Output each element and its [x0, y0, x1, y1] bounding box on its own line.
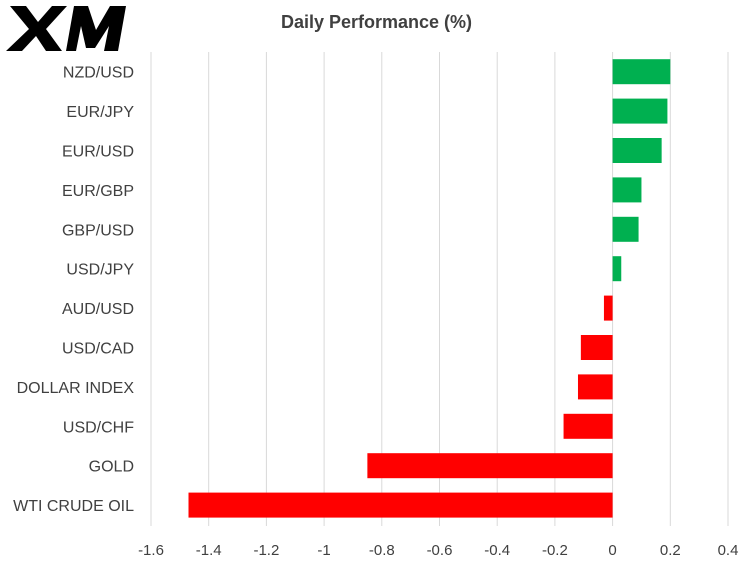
category-label-9: USD/CHF	[63, 419, 134, 436]
chart-title: Daily Performance (%)	[280, 12, 473, 32]
category-label-10: GOLD	[89, 459, 134, 476]
x-tick-label-5: -0.6	[427, 542, 453, 559]
category-label-8: DOLLAR INDEX	[17, 380, 135, 397]
bar-7	[580, 335, 613, 360]
xm-logo	[6, 6, 126, 51]
bar-2	[612, 138, 662, 163]
category-label-6: AUD/USD	[62, 301, 134, 318]
category-label-1: EUR/JPY	[66, 104, 134, 121]
bar-11	[188, 492, 613, 518]
x-tick-label-7: -0.2	[542, 542, 568, 559]
x-tick-label-1: -1.4	[196, 542, 222, 559]
bar-6	[603, 295, 613, 321]
x-tick-label-10: 0.4	[718, 542, 739, 559]
x-tick-label-9: 0.2	[660, 542, 681, 559]
category-label-7: USD/CAD	[62, 341, 134, 358]
bar-5	[612, 256, 622, 282]
x-tick-label-0: -1.6	[138, 542, 164, 559]
x-tick-label-4: -0.8	[369, 542, 395, 559]
bar-4	[612, 216, 639, 242]
bar-9	[563, 413, 613, 439]
x-tick-label-6: -0.4	[484, 542, 510, 559]
x-tick-label-2: -1.2	[253, 542, 279, 559]
bar-0	[612, 59, 671, 85]
category-label-3: EUR/GBP	[62, 183, 134, 200]
x-tick-label-8: 0	[608, 542, 616, 559]
bar-1	[612, 98, 668, 124]
category-label-5: USD/JPY	[66, 262, 134, 279]
category-label-0: NZD/USD	[63, 65, 134, 82]
category-label-4: GBP/USD	[62, 222, 134, 239]
category-label-11: WTI CRUDE OIL	[13, 498, 134, 515]
bar-3	[612, 177, 642, 203]
bar-10	[367, 453, 613, 479]
bar-8	[577, 374, 613, 400]
category-label-2: EUR/USD	[62, 144, 134, 161]
x-tick-label-3: -1	[317, 542, 330, 559]
